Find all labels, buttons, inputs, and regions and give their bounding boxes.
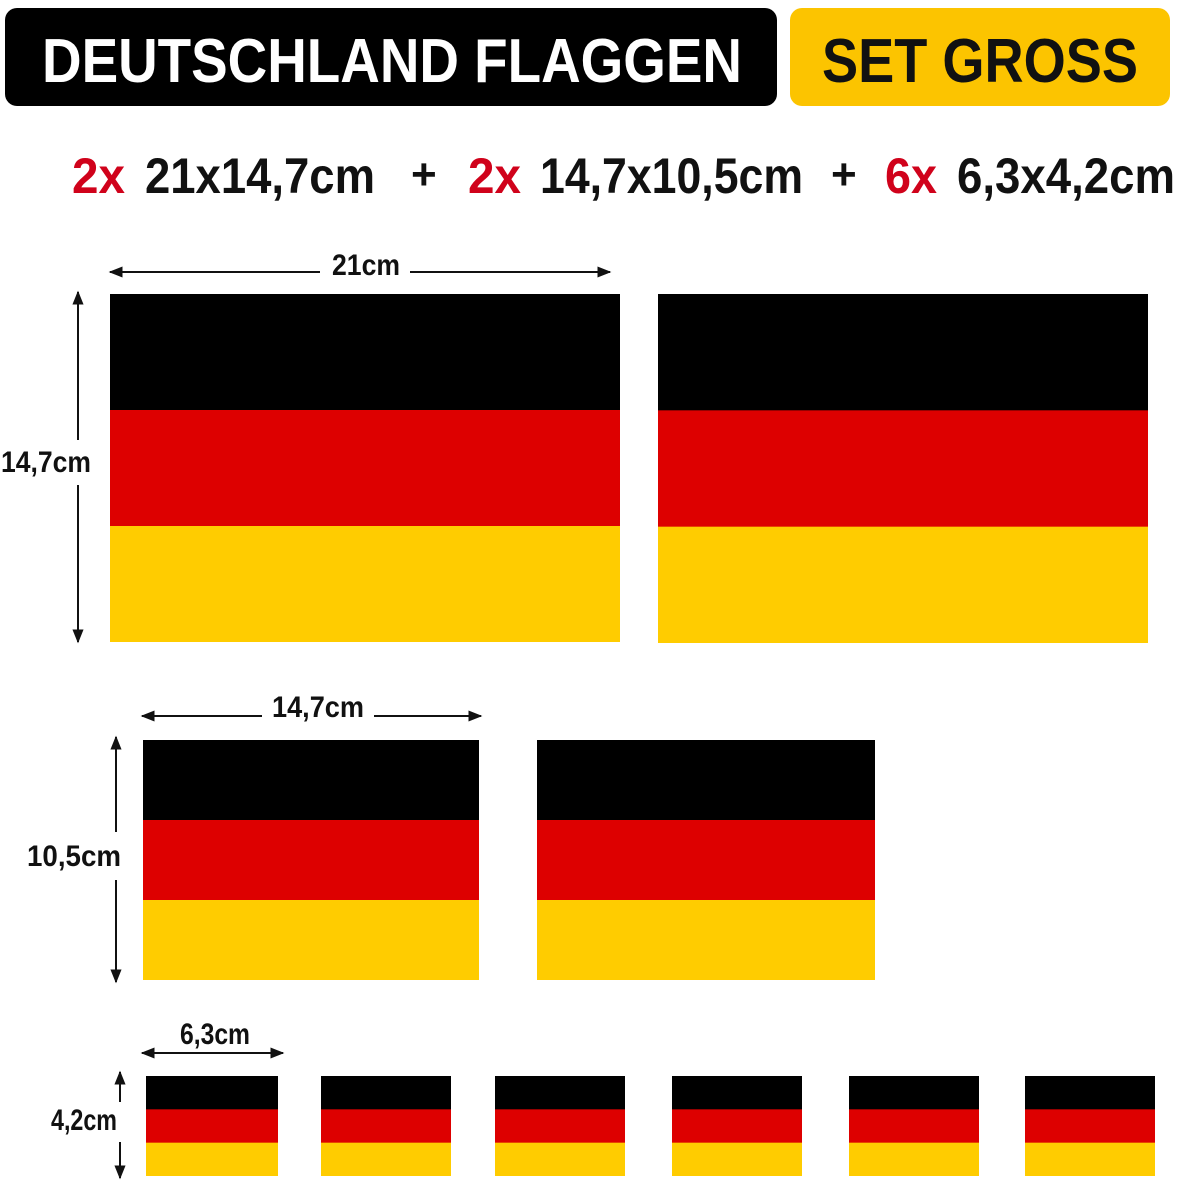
height-label: 10,5cm [27,840,121,873]
separator: + [411,150,437,199]
flag-stripe [849,1109,979,1144]
separator: + [831,150,857,199]
flag-stripe [143,820,479,901]
width-label: 21cm [332,249,400,282]
flag-stripe [1025,1109,1155,1144]
title: DEUTSCHLAND FLAGGEN [42,27,742,96]
flag-stripe [672,1076,802,1110]
flag-stripe [110,526,620,642]
flag-stripe [1025,1076,1155,1110]
flag-stripe [321,1076,451,1110]
height-label: 14,7cm [1,446,91,479]
flag-stripe [143,740,479,821]
count: 2x [468,148,521,204]
flag-stripe [146,1142,278,1176]
flag-stripe [146,1076,278,1110]
width-label: 14,7cm [272,691,364,724]
flag-stripe [658,294,1148,411]
badge-box [790,8,1170,106]
flag-stripe [672,1142,802,1176]
title-box [5,8,777,106]
flag-stripe [537,740,875,821]
size: 6,3x4,2cm [957,148,1175,204]
badge: SET GROSS [822,27,1138,96]
flag-stripe [495,1109,625,1144]
count: 2x [72,148,125,204]
flag-stripe [672,1109,802,1144]
flag-stripe [146,1109,278,1144]
flag-stripe [321,1142,451,1176]
flag-stripe [110,294,620,411]
flag-stripe [143,900,479,980]
flag-stripe [321,1109,451,1144]
flag-stripe [658,410,1148,528]
size: 21x14,7cm [145,148,375,204]
flag-stripe [658,526,1148,643]
flag-stripe [495,1142,625,1176]
flag-stripe [849,1076,979,1110]
height-label: 4,2cm [51,1104,117,1137]
flag-stripe [110,410,620,527]
count: 6x [885,148,937,204]
flag-stripe [1025,1142,1155,1176]
size: 14,7x10,5cm [540,148,803,204]
flag-stripe [849,1142,979,1176]
flag-stripe [537,900,875,980]
flag-stripe [495,1076,625,1110]
flag-stripe [537,820,875,901]
width-label: 6,3cm [180,1018,250,1051]
